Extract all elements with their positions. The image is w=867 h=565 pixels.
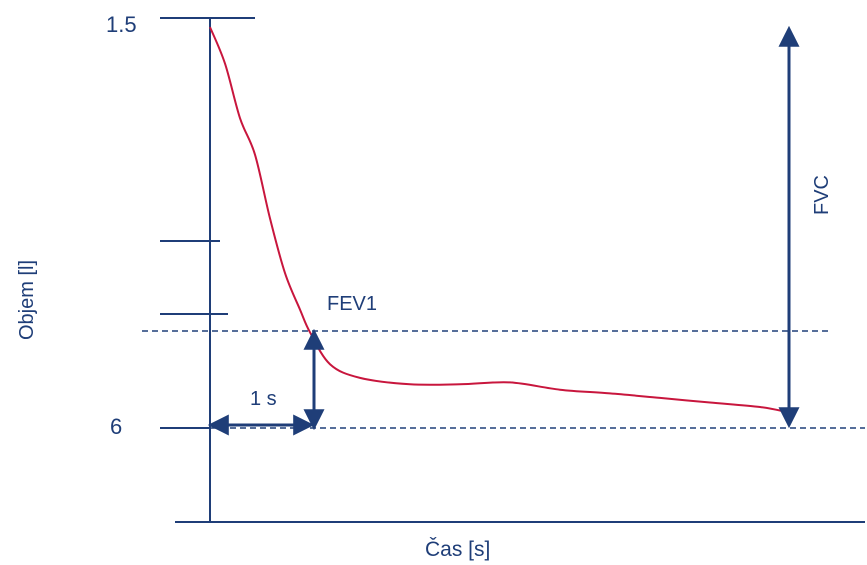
fvc-label: FVC (811, 175, 833, 215)
fev1-label: FEV1 (327, 293, 377, 315)
x-axis-title: Čas [s] (425, 538, 490, 561)
y-tick-label-top: 1.5 (106, 12, 137, 37)
volume-time-curve (209, 26, 786, 413)
y-axis-title: Objem [l] (16, 260, 38, 340)
y-tick-label-bottom: 6 (110, 414, 122, 439)
interval-label: 1 s (250, 388, 277, 410)
